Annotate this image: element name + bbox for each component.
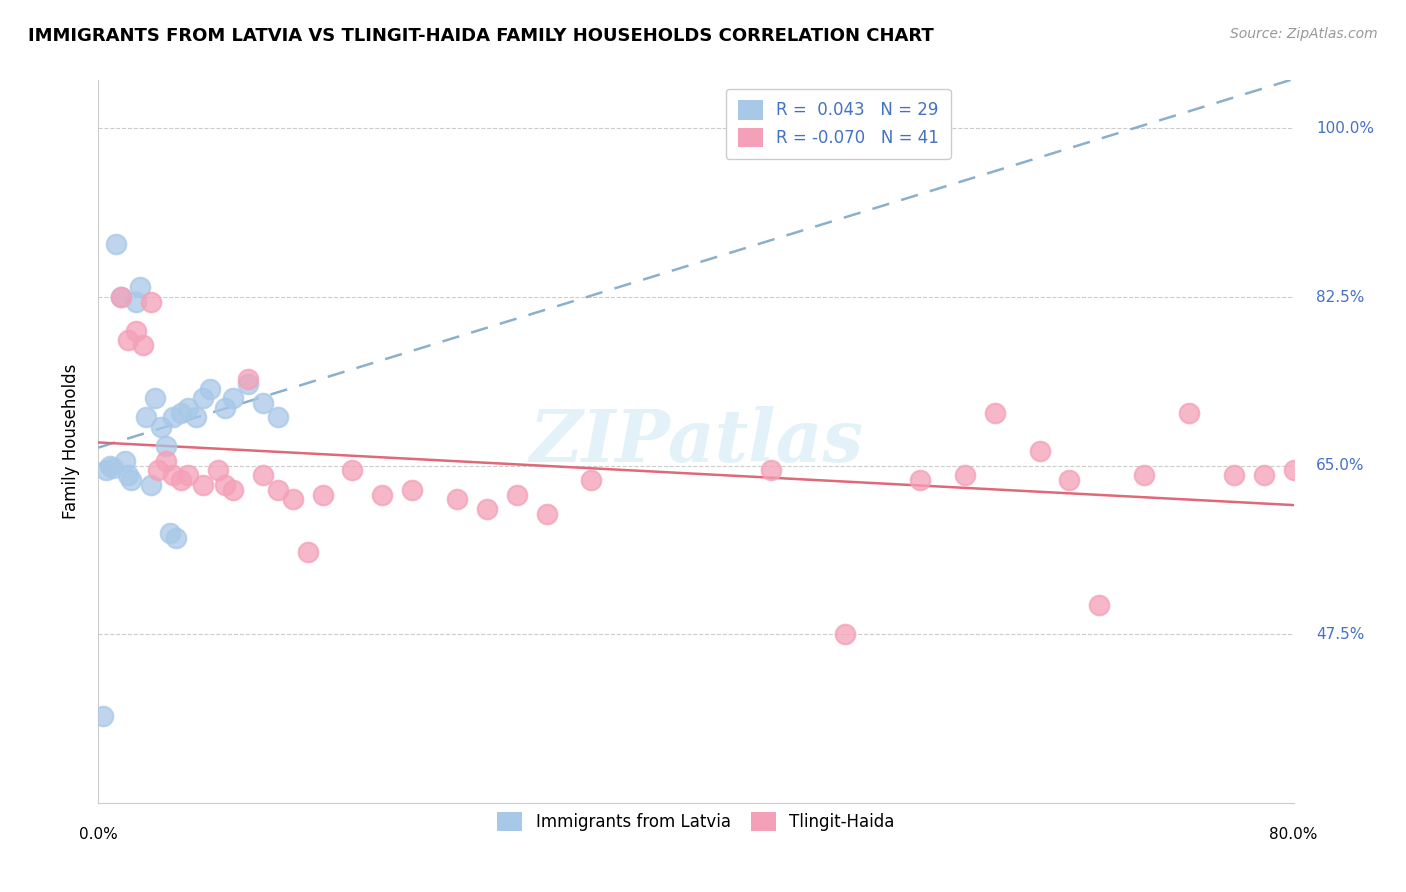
Point (214, 478, 236, 492)
Point (536, 507, 558, 521)
Point (125, 324, 148, 338)
Point (1028, 444, 1050, 458)
Point (1059, 473, 1081, 487)
Text: 0.0%: 0.0% (79, 827, 118, 842)
Point (371, 487, 394, 501)
Point (984, 406, 1007, 420)
Point (114, 454, 136, 468)
Y-axis label: Family Households: Family Households (62, 364, 80, 519)
Point (200, 382, 222, 396)
Point (184, 410, 207, 425)
Text: 80.0%: 80.0% (1270, 827, 1317, 842)
Point (908, 473, 931, 487)
Point (177, 401, 200, 415)
Point (222, 391, 245, 405)
Point (1253, 468, 1275, 483)
Point (759, 463, 782, 477)
Point (207, 463, 229, 477)
Text: ZIPatlas: ZIPatlas (529, 406, 863, 477)
Point (281, 492, 304, 507)
Point (94, 463, 117, 477)
Point (267, 483, 290, 497)
Point (110, 290, 132, 304)
Point (446, 492, 468, 507)
Point (129, 280, 152, 294)
Point (120, 473, 142, 487)
Text: 47.5%: 47.5% (1316, 627, 1364, 641)
Point (110, 290, 132, 304)
Text: 65.0%: 65.0% (1316, 458, 1364, 473)
Point (159, 526, 181, 541)
Point (1133, 468, 1156, 483)
Point (117, 334, 139, 348)
Point (139, 294, 162, 309)
Point (139, 478, 162, 492)
Point (148, 463, 170, 477)
Legend: Immigrants from Latvia, Tlingit-Haida: Immigrants from Latvia, Tlingit-Haida (491, 805, 901, 838)
Point (150, 420, 173, 434)
Point (1178, 406, 1201, 420)
Point (475, 502, 498, 516)
Point (125, 294, 148, 309)
Point (297, 545, 319, 559)
Point (191, 391, 214, 405)
Point (834, 627, 856, 641)
Point (162, 468, 184, 483)
Point (135, 410, 157, 425)
Point (103, 460, 125, 475)
Point (155, 454, 177, 468)
Point (91, 709, 114, 723)
Point (98, 458, 122, 473)
Point (1282, 463, 1305, 477)
Point (191, 478, 214, 492)
Point (162, 410, 184, 425)
Point (581, 473, 603, 487)
Point (143, 391, 166, 405)
Point (236, 376, 259, 391)
Point (177, 468, 200, 483)
Point (401, 483, 423, 497)
Point (252, 468, 274, 483)
Text: IMMIGRANTS FROM LATVIA VS TLINGIT-HAIDA FAMILY HOUSEHOLDS CORRELATION CHART: IMMIGRANTS FROM LATVIA VS TLINGIT-HAIDA … (28, 27, 934, 45)
Point (169, 406, 191, 420)
Point (155, 439, 177, 453)
Point (165, 531, 187, 545)
Point (267, 410, 290, 425)
Point (214, 401, 236, 415)
Point (105, 237, 128, 252)
Point (222, 483, 245, 497)
Point (311, 487, 333, 501)
Point (506, 487, 529, 501)
Text: Source: ZipAtlas.com: Source: ZipAtlas.com (1230, 27, 1378, 41)
Text: 100.0%: 100.0% (1316, 121, 1374, 136)
Point (132, 338, 155, 352)
Point (169, 473, 191, 487)
Text: 82.5%: 82.5% (1316, 290, 1364, 304)
Point (342, 463, 364, 477)
Point (252, 396, 274, 410)
Point (236, 372, 259, 386)
Point (953, 468, 976, 483)
Point (1223, 468, 1246, 483)
Point (1088, 599, 1111, 613)
Point (117, 468, 139, 483)
